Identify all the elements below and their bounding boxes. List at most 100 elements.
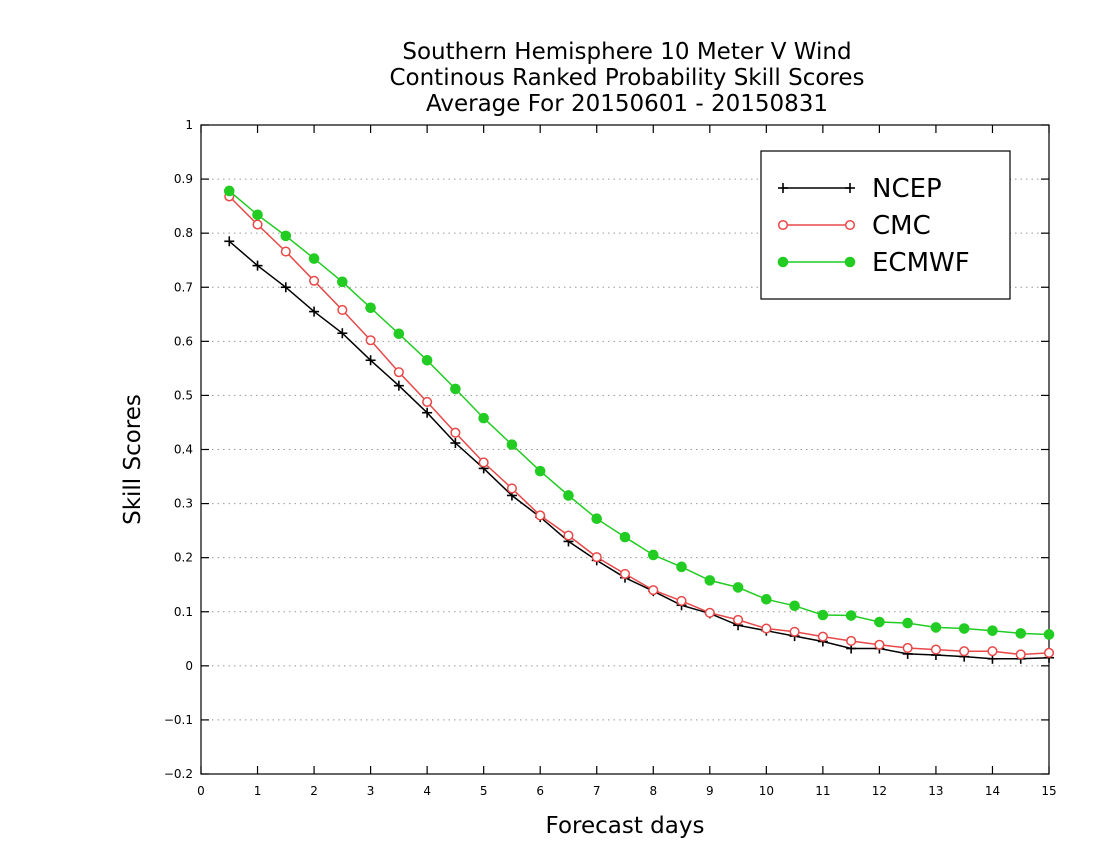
data-point-cmc: [959, 646, 970, 657]
chart-title: Southern Hemisphere 10 Meter V WindConti…: [389, 39, 864, 117]
legend: NCEP CMC ECMWF: [760, 150, 1011, 300]
data-point-cmc: [817, 631, 828, 642]
data-point-ecmwf: [987, 625, 998, 636]
data-point-ecmwf: [817, 609, 829, 621]
data-point-cmc: [761, 623, 772, 634]
data-point-cmc: [846, 635, 857, 647]
series-container: [223, 185, 1055, 664]
series-line-ncep: [228, 240, 1050, 660]
x-tick-label: 5: [480, 784, 488, 798]
data-point-cmc: [930, 644, 941, 655]
data-point-ncep: [337, 328, 348, 339]
x-tick-label: 2: [310, 784, 318, 798]
data-point-cmc: [1015, 649, 1026, 660]
legend-item-cmc: CMC: [777, 211, 931, 241]
y-tick-label: 0.5: [174, 388, 193, 402]
y-axis-label: Skill Scores: [120, 394, 146, 525]
y-tick-label: 0.7: [174, 280, 193, 294]
data-point-ecmwf: [732, 582, 744, 593]
legend-item-ecmwf: ECMWF: [777, 248, 970, 278]
data-point-cmc: [733, 614, 744, 625]
data-point-ecmwf: [761, 594, 772, 605]
data-point-ecmwf: [958, 623, 970, 634]
data-point-cmc: [506, 483, 517, 494]
data-point-ncep: [365, 355, 376, 366]
x-tick-label: 8: [649, 784, 657, 798]
data-point-ecmwf: [789, 600, 800, 612]
data-point-ecmwf: [506, 439, 518, 450]
legend-label: NCEP: [872, 174, 942, 204]
y-tick-label: 0: [185, 659, 193, 673]
y-tick-label: 0.1: [174, 605, 193, 619]
data-point-ecmwf: [337, 276, 348, 288]
data-point-ecmwf: [280, 230, 292, 242]
data-point-ncep: [309, 306, 320, 317]
data-point-ecmwf: [223, 185, 235, 197]
x-tick-label: 6: [536, 784, 544, 798]
x-tick-label: 12: [872, 784, 887, 798]
x-tick-label: 11: [815, 784, 830, 798]
data-point-cmc: [450, 427, 461, 438]
data-point-ecmwf: [308, 253, 320, 264]
data-point-cmc: [676, 595, 687, 606]
data-point-cmc: [648, 585, 659, 596]
data-point-cmc: [1043, 647, 1055, 658]
legend-label: ECMWF: [872, 248, 970, 278]
chart-title-line: Southern Hemisphere 10 Meter V Wind: [402, 39, 851, 65]
data-point-ncep: [252, 260, 263, 271]
data-point-ncep: [422, 407, 433, 418]
data-point-cmc: [535, 510, 546, 521]
data-point-ncep: [224, 236, 235, 247]
y-tick-label: −0.1: [164, 713, 193, 727]
data-point-ecmwf: [619, 531, 631, 543]
data-point-ncep: [393, 380, 404, 391]
data-point-cmc: [309, 275, 320, 286]
y-tick-label: 1: [185, 118, 193, 132]
data-point-ecmwf: [563, 490, 574, 501]
x-tick-label: 3: [367, 784, 375, 798]
chart-title-line: Average For 20150601 - 20150831: [426, 91, 828, 117]
data-point-ecmwf: [478, 412, 489, 424]
y-tick-label: −0.2: [164, 767, 193, 781]
data-point-ecmwf: [930, 622, 942, 633]
data-point-ecmwf: [393, 328, 405, 340]
data-point-cmc: [478, 457, 489, 468]
legend-label: CMC: [872, 211, 931, 241]
x-tick-label: 15: [1041, 784, 1056, 798]
data-point-ecmwf: [845, 610, 857, 621]
data-point-cmc: [591, 552, 602, 563]
y-tick-label: 0.9: [174, 172, 193, 186]
x-tick-label: 1: [254, 784, 262, 798]
data-point-ecmwf: [704, 575, 716, 586]
data-point-ecmwf: [450, 383, 461, 395]
data-point-cmc: [252, 219, 263, 230]
legend-item-ncep: NCEP: [778, 174, 942, 204]
series-ncep: [224, 236, 1054, 664]
data-point-ecmwf: [647, 549, 659, 561]
data-point-cmc: [280, 246, 291, 257]
data-point-cmc: [987, 646, 998, 657]
x-axis-label: Forecast days: [546, 813, 705, 839]
data-point-ecmwf: [902, 617, 913, 629]
x-tick-label: 13: [928, 784, 943, 798]
data-point-ncep: [450, 438, 461, 449]
data-point-ecmwf: [252, 209, 263, 221]
x-axis: 0 1 2 3 4 5 6 7 8 9 10 11 12 13 14 15: [197, 125, 1057, 798]
legend-marker: [778, 183, 788, 193]
data-point-ecmwf: [676, 561, 687, 573]
x-tick-label: 9: [706, 784, 714, 798]
y-tick-label: 0.8: [174, 226, 193, 240]
data-point-ncep: [280, 282, 291, 293]
data-point-ecmwf: [591, 513, 603, 525]
data-point-cmc: [563, 530, 574, 541]
data-point-cmc: [874, 639, 885, 650]
y-tick-label: 0.2: [174, 551, 193, 565]
data-point-ecmwf: [534, 465, 546, 477]
data-point-ecmwf: [1043, 629, 1055, 640]
legend-marker: [777, 256, 789, 268]
data-point-ecmwf: [874, 616, 885, 628]
legend-marker: [844, 256, 856, 268]
grid: [201, 178, 1049, 721]
series-cmc: [224, 191, 1055, 660]
legend-marker: [845, 183, 855, 193]
